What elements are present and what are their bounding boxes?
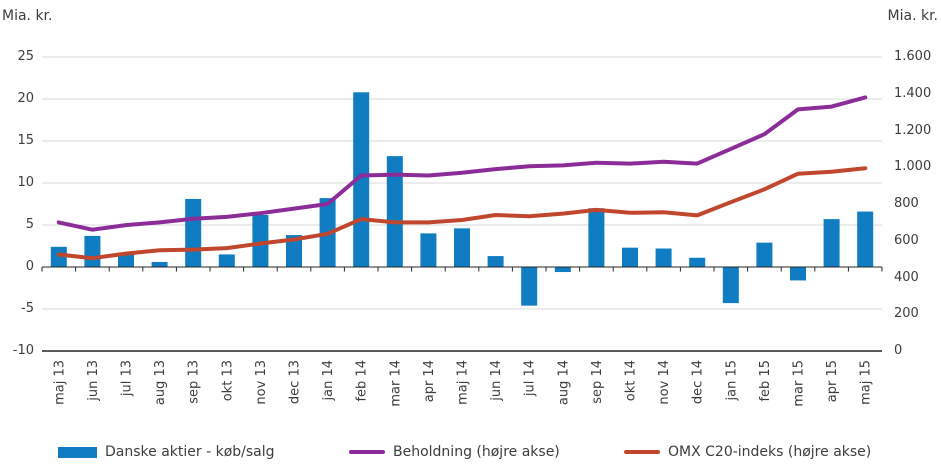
- y-axis-label-left: -10: [12, 343, 34, 358]
- y-axis-label-left: 20: [17, 91, 34, 106]
- x-axis-label: aug 14: [556, 360, 571, 405]
- x-axis-label: jun 13: [86, 360, 101, 402]
- y-axis-label-right: 200: [894, 306, 919, 322]
- bar-swatch: [58, 446, 97, 458]
- bar-okt-14: [622, 247, 638, 267]
- bar-feb-15: [756, 242, 773, 267]
- x-axis-label: jan 14: [321, 360, 336, 402]
- bar-jul-13: [118, 252, 134, 267]
- x-axis-label: dec 14: [691, 360, 706, 404]
- x-axis-label: maj 14: [456, 360, 471, 405]
- x-axis-label: okt 13: [220, 360, 235, 401]
- x-axis-label: dec 13: [288, 360, 303, 404]
- x-axis-label: mar 15: [792, 360, 807, 407]
- x-axis-label: jan 15: [724, 360, 739, 402]
- bar-sep-14: [588, 208, 605, 267]
- x-axis-label: nov 13: [254, 360, 269, 405]
- y-axis-label-right: 1.600: [894, 49, 932, 64]
- omx-c20-line: [56, 166, 868, 261]
- bar-nov-14: [655, 248, 672, 267]
- bar-dec-14: [689, 257, 706, 267]
- legend-label: Danske aktier - køb/salg: [105, 444, 275, 460]
- y-axis-label-left: 5: [25, 217, 34, 232]
- y-axis-label-right: 600: [894, 232, 919, 248]
- x-axis-label: mar 14: [388, 360, 403, 407]
- y-axis-label-right: 1.000: [894, 159, 932, 175]
- bar-feb-14: [353, 92, 370, 267]
- x-axis-label: nov 14: [657, 360, 672, 405]
- bar-sep-13: [185, 198, 202, 267]
- line-swatch: [624, 450, 660, 454]
- x-axis-label: jul 14: [523, 360, 538, 397]
- bar-dec-13: [286, 235, 302, 267]
- x-axis-label: feb 14: [355, 360, 370, 402]
- bar-aug-13: [151, 261, 168, 267]
- x-axis-label: sep 14: [590, 360, 605, 404]
- y-axis-label-right: 0: [894, 343, 903, 358]
- x-axis-label: maj 15: [859, 360, 874, 405]
- legend-label: Beholdning (højre akse): [393, 444, 560, 460]
- legend-label: OMX C20-indeks (højre akse): [668, 444, 872, 460]
- bar-okt-13: [218, 254, 235, 267]
- x-axis-label: feb 15: [758, 360, 773, 402]
- bar-maj-15: [857, 211, 874, 267]
- bar-maj-14: [454, 228, 470, 267]
- x-axis-label: apr 14: [422, 360, 437, 402]
- legend-item-omx-c20: OMX C20-indeks (højre akse): [624, 441, 871, 463]
- x-axis-label: jun 14: [489, 360, 504, 402]
- bar-maj-13: [50, 246, 67, 267]
- y-axis-label-right: 1.200: [894, 122, 932, 138]
- y-axis-label-right: 800: [894, 196, 919, 211]
- bar-mar-14: [386, 156, 403, 267]
- bar-jun-14: [487, 256, 504, 267]
- x-axis-label: okt 14: [624, 360, 639, 401]
- bar-jan-15: [722, 267, 739, 304]
- y-axis-label-right: 400: [894, 269, 919, 285]
- bar-aug-14: [554, 267, 571, 273]
- y-axis-label-left: 0: [25, 259, 34, 274]
- left-axis-title: Mia. kr.: [2, 8, 53, 24]
- x-axis-label: jul 13: [120, 360, 135, 397]
- bar-mar-15: [790, 267, 806, 281]
- y-axis-label-left: -5: [21, 301, 34, 316]
- line-swatch: [349, 450, 385, 454]
- beholdning-line: [56, 95, 868, 232]
- y-axis-label-left: 10: [17, 175, 34, 190]
- right-axis-title: Mia. kr.: [887, 8, 938, 24]
- y-axis-label-right: 1.400: [894, 85, 932, 101]
- y-axis-label-left: 25: [17, 49, 34, 64]
- bar-nov-13: [252, 214, 269, 267]
- x-axis-label: apr 15: [825, 360, 840, 402]
- bar-apr-14: [420, 233, 437, 267]
- x-axis-label: sep 13: [187, 360, 202, 404]
- legend-item-danske-aktier: Danske aktier - køb/salg: [58, 441, 275, 463]
- bar-jul-14: [521, 267, 538, 306]
- bar-apr-15: [823, 219, 840, 267]
- legend: Danske aktier - køb/salg Beholdning (høj…: [0, 441, 941, 463]
- y-axis-label-left: 15: [17, 133, 34, 148]
- x-axis-label: aug 13: [153, 360, 168, 405]
- x-axis-label: maj 13: [52, 360, 67, 405]
- bar-jun-13: [84, 235, 101, 267]
- legend-item-beholdning: Beholdning (højre akse): [349, 441, 560, 463]
